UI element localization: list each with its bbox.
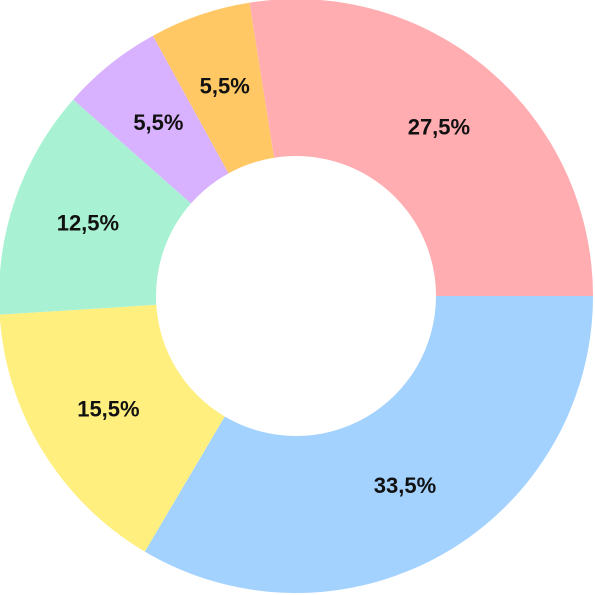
donut-labels: 33,5% 15,5% 12,5% 5,5% 5,5% 27,5% — [57, 74, 470, 498]
donut-slice-label-4: 5,5% — [133, 110, 183, 135]
donut-slice-5 — [152, 2, 275, 174]
donut-slice-4 — [73, 35, 229, 204]
donut-slice-3 — [0, 99, 191, 315]
donut-slice-1 — [144, 296, 593, 593]
donut-slice-label-2: 15,5% — [77, 397, 139, 422]
donut-slice-label-5: 5,5% — [200, 74, 250, 99]
donut-slice-label-3: 12,5% — [57, 211, 119, 236]
donut-slice-6 — [249, 0, 593, 296]
donut-slice-2 — [0, 304, 225, 552]
donut-slice-label-6: 27,5% — [408, 115, 470, 140]
donut-slice-label-1: 33,5% — [374, 473, 436, 498]
